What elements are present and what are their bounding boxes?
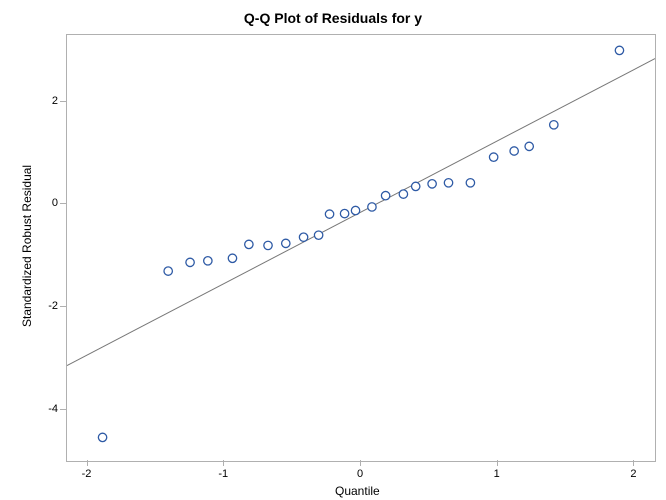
- data-point: [466, 179, 474, 187]
- data-point: [98, 433, 106, 441]
- chart-title: Q-Q Plot of Residuals for y: [0, 10, 666, 26]
- x-tick-label: 2: [630, 468, 636, 480]
- y-tick-label: 0: [38, 197, 58, 209]
- x-tick: [87, 460, 88, 466]
- data-point: [368, 203, 376, 211]
- x-tick: [497, 460, 498, 466]
- data-point: [489, 153, 497, 161]
- qq-plot: Q-Q Plot of Residuals for y Standardized…: [0, 0, 666, 500]
- x-tick-label: 0: [357, 468, 363, 480]
- plot-area: [66, 34, 656, 462]
- y-tick-label: -2: [38, 300, 58, 312]
- data-point: [340, 209, 348, 217]
- x-tick: [633, 460, 634, 466]
- y-tick-label: 2: [38, 95, 58, 107]
- x-tick-label: -1: [218, 468, 228, 480]
- x-axis-label: Quantile: [335, 484, 380, 498]
- data-point: [381, 191, 389, 199]
- y-tick: [60, 409, 66, 410]
- data-point: [428, 180, 436, 188]
- y-tick-label: -4: [38, 403, 58, 415]
- x-tick: [223, 460, 224, 466]
- data-point: [351, 206, 359, 214]
- data-point: [615, 46, 623, 54]
- data-point: [525, 142, 533, 150]
- data-point: [411, 182, 419, 190]
- data-point: [444, 179, 452, 187]
- data-point: [550, 121, 558, 129]
- data-point: [228, 254, 236, 262]
- data-point: [245, 240, 253, 248]
- plot-svg: [67, 35, 655, 461]
- data-point: [264, 241, 272, 249]
- data-point: [204, 257, 212, 265]
- data-point: [186, 258, 194, 266]
- data-point: [510, 147, 518, 155]
- y-tick: [60, 101, 66, 102]
- y-tick: [60, 306, 66, 307]
- data-point: [325, 210, 333, 218]
- data-point: [282, 239, 290, 247]
- reference-line: [67, 59, 655, 366]
- y-tick: [60, 203, 66, 204]
- x-tick-label: 1: [494, 468, 500, 480]
- y-axis-label: Standardized Robust Residual: [20, 165, 34, 327]
- data-point: [164, 267, 172, 275]
- data-point: [399, 190, 407, 198]
- x-tick-label: -2: [82, 468, 92, 480]
- x-tick: [360, 460, 361, 466]
- data-point: [314, 231, 322, 239]
- data-point: [299, 233, 307, 241]
